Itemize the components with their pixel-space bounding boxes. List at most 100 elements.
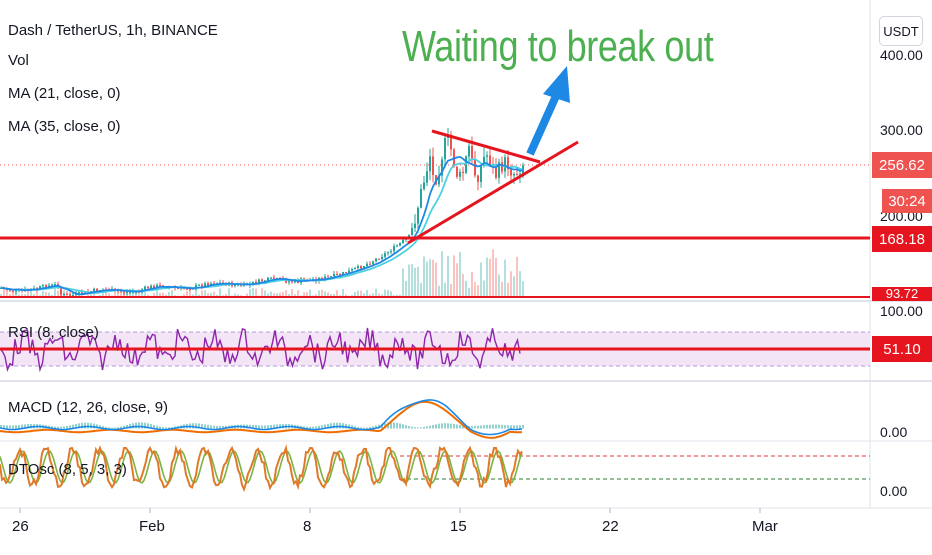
macd-hist-bar — [357, 426, 359, 429]
macd-hist-bar — [510, 425, 512, 429]
macd-hist-bar — [18, 424, 20, 429]
time-label-mar: Mar — [752, 518, 778, 535]
volume-bar — [429, 259, 431, 298]
volume-bar — [105, 288, 107, 298]
candle-body — [387, 252, 389, 254]
volume-bar — [210, 292, 212, 298]
macd-hist-bar — [312, 426, 314, 429]
candle-body — [51, 284, 53, 286]
candle-body — [144, 286, 146, 290]
volume-bar — [285, 290, 287, 298]
volume-bar — [117, 288, 119, 298]
candle-body — [159, 284, 161, 286]
macd-hist-bar — [3, 425, 5, 429]
volume-bar — [408, 264, 410, 298]
volume-bar — [282, 291, 284, 298]
candle-body — [465, 156, 467, 173]
macd-hist-bar — [345, 423, 347, 429]
candle-body — [489, 155, 491, 167]
rsi-line — [0, 327, 521, 373]
candle-body — [366, 263, 368, 267]
volume-bar — [135, 291, 137, 298]
candle-body — [513, 173, 515, 176]
candle-body — [324, 276, 326, 280]
dtosc-tick-zero: 0.00 — [880, 483, 908, 499]
candle-body — [441, 159, 443, 176]
volume-bar — [27, 289, 29, 298]
volume-bar — [144, 288, 146, 298]
breakout-arrow[interactable] — [526, 66, 570, 156]
volume-bar — [120, 288, 122, 298]
legend-macd[interactable]: MACD (12, 26, close, 9) — [8, 399, 169, 416]
candle-body — [450, 136, 452, 150]
volume-bar — [126, 292, 128, 298]
candle-body — [444, 137, 446, 160]
time-label-15: 15 — [450, 518, 467, 535]
volume-bar — [435, 262, 437, 298]
candle-body — [285, 279, 287, 283]
legend-rsi[interactable]: RSI (8, close) — [8, 324, 99, 341]
candle-body — [486, 155, 488, 157]
candle-body — [351, 269, 353, 271]
triangle-upper-trendline[interactable] — [431, 129, 541, 164]
legend-ma21[interactable]: MA (21, close, 0) — [8, 85, 121, 102]
candle-body — [336, 273, 338, 275]
candle-body — [381, 256, 383, 260]
macd-hist-bar — [111, 427, 113, 429]
macd-hist-bar — [420, 427, 422, 429]
triangle-lower-trendline[interactable] — [407, 140, 579, 245]
macd-hist-bar — [21, 424, 23, 429]
volume-bar — [159, 292, 161, 298]
volume-bar — [255, 288, 257, 298]
macd-hist-bar — [267, 425, 269, 429]
annotation-text[interactable]: Waiting to break out — [402, 22, 714, 71]
macd-hist-bar — [99, 425, 101, 429]
symbol-title[interactable]: Dash / TetherUS, 1h, BINANCE — [8, 22, 218, 39]
legend-ma35[interactable]: MA (35, close, 0) — [8, 118, 121, 135]
macd-hist-bar — [255, 425, 257, 429]
macd-hist-bar — [339, 422, 341, 429]
candle-body — [42, 285, 44, 287]
volume-bar — [459, 251, 461, 298]
volume-bar — [462, 273, 464, 298]
volume-bar — [438, 285, 440, 298]
volume-bar — [372, 293, 374, 298]
macd-hist-bar — [333, 422, 335, 429]
candle-body — [96, 288, 98, 292]
last-price-tag: 256.62 — [872, 152, 932, 178]
legend-vol[interactable]: Vol — [8, 52, 29, 69]
volume-bar — [486, 257, 488, 298]
macd-hist-bar — [390, 422, 392, 429]
macd-hist-bar — [225, 425, 227, 429]
macd-hist-bar — [351, 425, 353, 429]
currency-button[interactable]: USDT — [879, 16, 923, 46]
macd-hist-bar — [72, 424, 74, 429]
volume-bar — [516, 256, 518, 298]
macd-hist-bar — [132, 423, 134, 429]
legend-dtosc[interactable]: DTOsc (8, 5, 3, 3) — [8, 461, 127, 478]
macd-hist-bar — [69, 425, 71, 429]
candle-body — [291, 281, 293, 283]
volume-bar — [291, 289, 293, 298]
volume-bar — [48, 292, 50, 298]
candle-body — [354, 268, 356, 270]
macd-hist-bar — [0, 425, 2, 429]
volume-bar — [498, 274, 500, 298]
candle-body — [393, 246, 395, 252]
candle-body — [63, 293, 65, 295]
volume-bar — [21, 293, 23, 298]
macd-hist-bar — [471, 426, 473, 429]
volume-bar — [510, 271, 512, 298]
volume-bar — [366, 289, 368, 298]
candle-body — [252, 281, 254, 284]
macd-hist-bar — [9, 425, 11, 429]
macd-hist-bar — [459, 424, 461, 429]
candle-body — [348, 270, 350, 274]
macd-hist-bar — [249, 424, 251, 429]
candle-body — [123, 291, 125, 293]
macd-hist-bar — [84, 422, 86, 429]
volume-bar — [420, 283, 422, 298]
time-label-22: 22 — [602, 518, 619, 535]
